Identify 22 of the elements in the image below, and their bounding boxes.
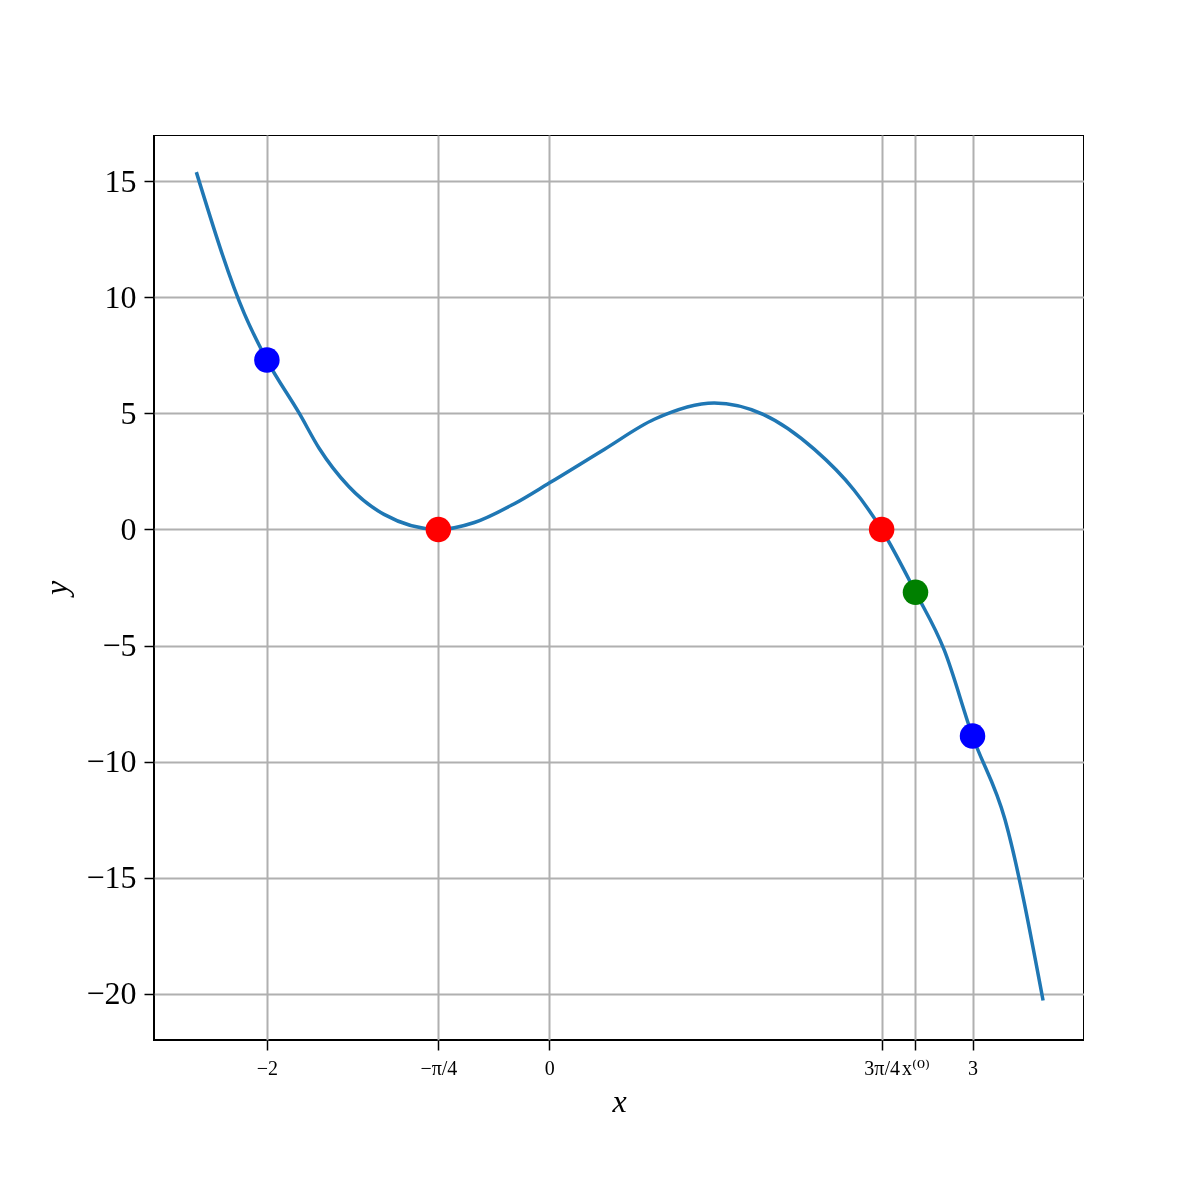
x-tick-label: x⁽⁰⁾ bbox=[902, 1056, 930, 1079]
x-tick-label: 3 bbox=[968, 1056, 979, 1079]
y-tick-label: −15 bbox=[86, 859, 137, 896]
y-tick-label: 10 bbox=[104, 278, 137, 315]
point bbox=[959, 723, 986, 749]
x-tick-label: 0 bbox=[544, 1056, 555, 1079]
y-tick-label: −20 bbox=[86, 975, 137, 1012]
y-tick-label: 5 bbox=[120, 394, 137, 431]
y-tick-label: 15 bbox=[104, 162, 137, 199]
x-tick-label: 3π/4 bbox=[864, 1056, 900, 1079]
y-tick-label: 0 bbox=[120, 510, 137, 547]
x-axis-title: x bbox=[611, 1082, 627, 1119]
x-tick-label: −2 bbox=[256, 1056, 279, 1079]
y-axis-title: y bbox=[38, 580, 75, 599]
y-tick-label: −5 bbox=[102, 627, 137, 664]
point bbox=[902, 579, 929, 605]
point bbox=[868, 516, 895, 543]
x-tick-label: −π/4 bbox=[420, 1056, 458, 1079]
line-series bbox=[194, 170, 1045, 1003]
point bbox=[254, 347, 280, 373]
y-tick-label: −10 bbox=[86, 743, 137, 780]
point bbox=[425, 516, 452, 543]
